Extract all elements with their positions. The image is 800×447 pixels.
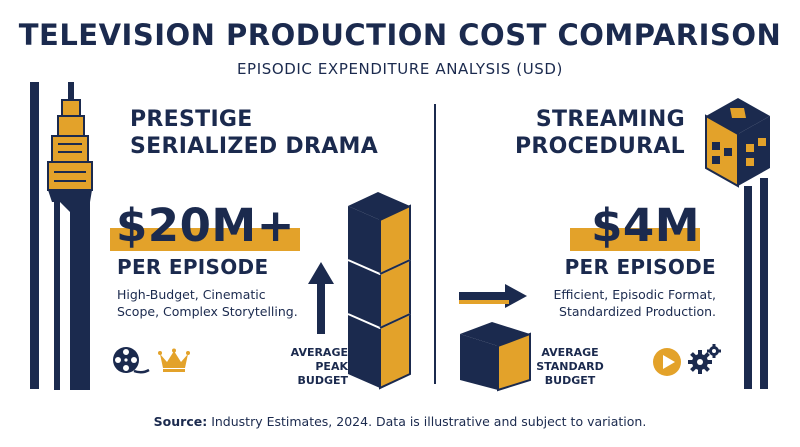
left-amount: $20M+ — [116, 199, 295, 252]
left-per-episode: PER EPISODE — [117, 255, 269, 279]
right-description-line1: Efficient, Episodic Format, — [553, 287, 716, 302]
source-label: Source: — [153, 414, 208, 429]
play-button-icon — [653, 348, 681, 376]
right-per-episode: PER EPISODE — [564, 255, 716, 279]
right-tag-line1: AVERAGE — [541, 346, 599, 359]
right-description: Efficient, Episodic Format, Standardized… — [530, 286, 716, 320]
left-tag-line1: AVERAGE — [290, 346, 348, 359]
right-bar-1 — [744, 186, 752, 389]
left-heading: PRESTIGE SERIALIZED DRAMA — [130, 106, 390, 160]
right-heading: STREAMING PROCEDURAL — [470, 106, 685, 160]
page-title: TELEVISION PRODUCTION COST COMPARISON — [18, 18, 782, 52]
cube-building-icon — [705, 98, 770, 188]
peak-budget-bar — [347, 192, 411, 390]
right-heading-line1: STREAMING — [535, 107, 685, 132]
right-tag-line3: BUDGET — [544, 374, 596, 387]
left-heading-line2: SERIALIZED DRAMA — [130, 134, 379, 159]
left-tag-line3: BUDGET — [297, 374, 349, 387]
left-description-line2: Scope, Complex Storytelling. — [117, 304, 298, 319]
skyscraper-icon — [47, 82, 93, 390]
right-heading-line2: PROCEDURAL — [514, 134, 685, 159]
film-reel-icon — [113, 347, 150, 374]
right-arrow-icon — [459, 284, 527, 308]
crown-icon — [158, 348, 190, 372]
standard-budget-bar — [460, 322, 531, 392]
source-text: Industry Estimates, 2024. Data is illust… — [207, 414, 647, 429]
gears-icon — [688, 344, 721, 374]
right-amount: $4M — [591, 199, 700, 252]
left-budget-tag: AVERAGE PEAK BUDGET — [268, 346, 348, 388]
right-budget-tag: AVERAGE STANDARD BUDGET — [532, 346, 608, 388]
left-tag-line2: PEAK — [315, 360, 348, 373]
page-subtitle: EPISODIC EXPENDITURE ANALYSIS (USD) — [236, 60, 564, 78]
right-amount-highlight — [570, 228, 700, 251]
center-divider — [434, 104, 436, 384]
left-heading-line1: PRESTIGE — [130, 107, 253, 132]
left-amount-highlight — [110, 228, 300, 251]
up-arrow-icon — [308, 262, 334, 334]
left-edge-bar — [30, 82, 39, 389]
right-tag-line2: STANDARD — [536, 360, 604, 373]
source-note: Source: Industry Estimates, 2024. Data i… — [0, 414, 800, 429]
right-description-line2: Standardized Production. — [559, 304, 716, 319]
left-description: High-Budget, Cinematic Scope, Complex St… — [117, 286, 307, 320]
right-bar-2 — [760, 178, 768, 389]
left-description-line1: High-Budget, Cinematic — [117, 287, 266, 302]
